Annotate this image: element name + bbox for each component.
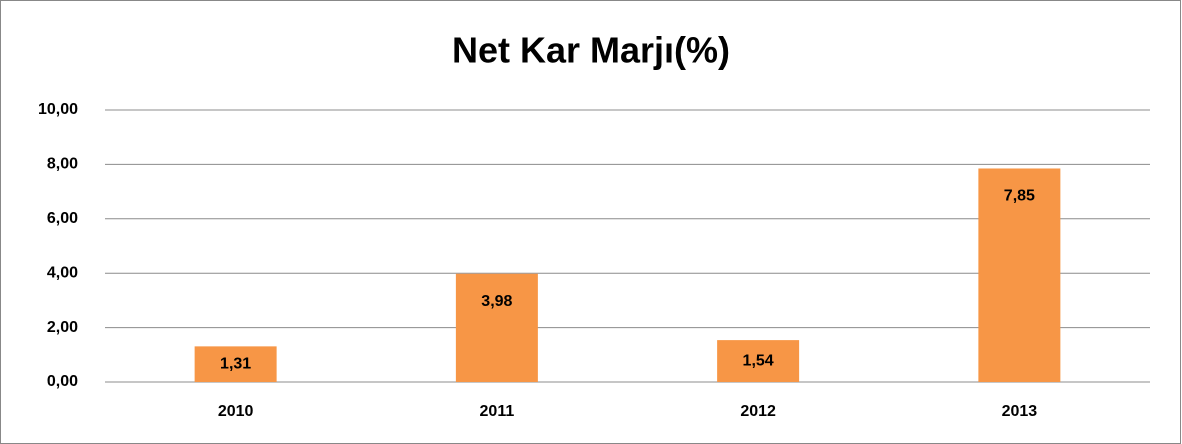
bar [717,340,800,382]
data-label: 7,85 [1004,188,1035,205]
y-tick-label: 10,00 [38,101,78,118]
data-label: 1,54 [743,352,774,369]
bar [455,273,538,382]
x-tick-label: 2010 [218,403,254,420]
x-tick-label: 2012 [740,403,776,420]
y-tick-label: 6,00 [47,210,78,227]
bar [194,346,277,382]
x-tick-label: 2013 [1002,403,1038,420]
x-tick-label: 2011 [480,403,515,420]
y-tick-label: 2,00 [47,319,78,336]
y-tick-label: 4,00 [47,264,78,281]
y-tick-label: 8,00 [47,156,78,173]
y-tick-label: 0,00 [47,373,78,390]
bar [978,168,1061,382]
data-label: 3,98 [481,293,512,310]
chart-title: Net Kar Marjı(%) [452,30,730,71]
data-label: 1,31 [220,355,251,372]
